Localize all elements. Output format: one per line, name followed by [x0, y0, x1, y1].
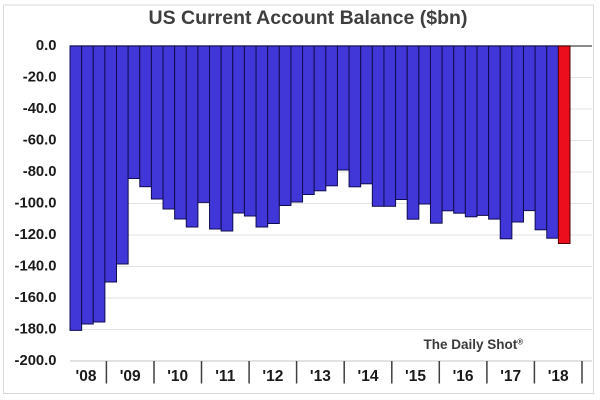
svg-text:'13: '13: [310, 368, 331, 385]
svg-text:-120.0: -120.0: [15, 227, 57, 243]
svg-text:-160.0: -160.0: [15, 290, 57, 306]
svg-text:-60.0: -60.0: [23, 133, 57, 149]
svg-text:-200.0: -200.0: [15, 353, 57, 369]
svg-text:'16: '16: [453, 368, 474, 385]
svg-text:'18: '18: [548, 368, 569, 385]
svg-text:'12: '12: [262, 368, 283, 385]
svg-text:'11: '11: [215, 368, 235, 385]
svg-text:0.0: 0.0: [36, 38, 57, 54]
svg-text:-100.0: -100.0: [15, 196, 57, 212]
svg-text:'15: '15: [405, 368, 426, 385]
svg-text:-40.0: -40.0: [23, 101, 57, 117]
svg-text:'09: '09: [120, 368, 141, 385]
svg-text:-20.0: -20.0: [23, 70, 57, 86]
svg-text:The Daily Shot®: The Daily Shot®: [424, 337, 524, 352]
svg-text:'17: '17: [500, 368, 521, 385]
svg-text:'14: '14: [358, 368, 379, 385]
svg-text:-180.0: -180.0: [15, 322, 57, 338]
svg-text:'10: '10: [167, 368, 188, 385]
svg-text:'08: '08: [76, 368, 97, 385]
svg-text:US Current Account Balance ($b: US Current Account Balance ($bn): [149, 7, 468, 29]
svg-text:-80.0: -80.0: [23, 164, 57, 180]
svg-text:-140.0: -140.0: [15, 259, 57, 275]
